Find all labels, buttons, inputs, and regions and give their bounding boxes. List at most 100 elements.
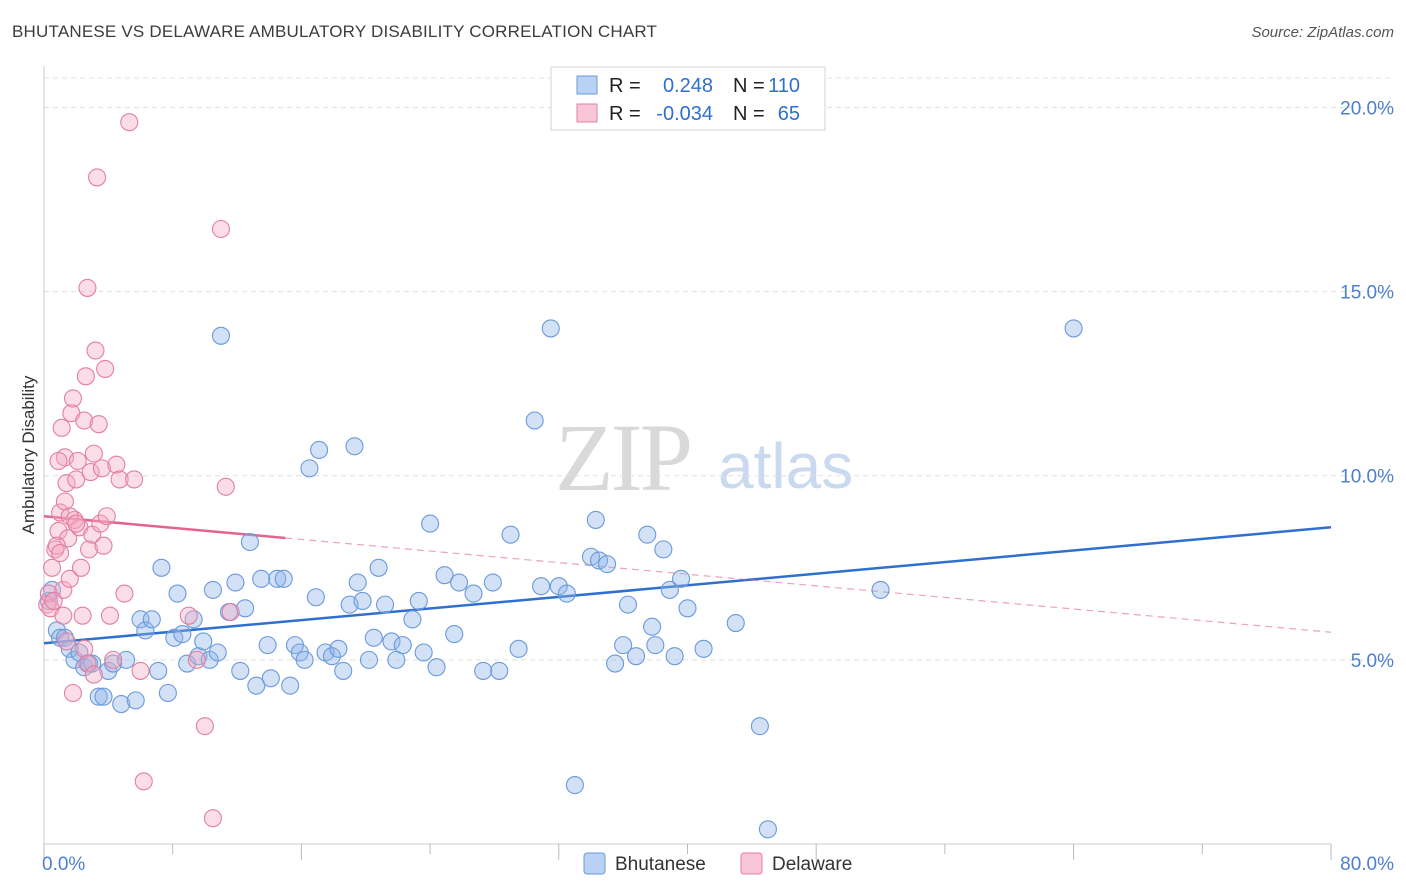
data-point — [194, 632, 213, 651]
data-point — [49, 451, 68, 471]
data-point — [541, 319, 560, 338]
data-point — [179, 606, 198, 625]
data-point — [92, 459, 111, 478]
data-point — [42, 558, 62, 577]
y-tick-label: 5.0% — [1351, 651, 1394, 672]
source-credit: Source: ZipAtlas.com — [1251, 24, 1394, 41]
data-point — [474, 661, 493, 680]
data-point — [409, 591, 428, 610]
data-point — [89, 687, 108, 706]
data-point — [73, 606, 92, 625]
data-point — [236, 599, 255, 618]
legend-n-value-1: 110 — [768, 75, 800, 97]
data-point — [89, 415, 108, 434]
watermark-atlas: atlas — [718, 430, 853, 502]
data-point — [450, 573, 469, 592]
data-point — [55, 492, 74, 511]
data-point — [211, 219, 231, 239]
axes — [43, 66, 1332, 860]
data-point — [203, 580, 222, 599]
data-point — [60, 569, 79, 588]
data-point — [84, 665, 103, 684]
data-point — [871, 580, 890, 599]
data-point — [247, 676, 266, 695]
x-tick-min: 0.0% — [42, 854, 85, 875]
data-point — [501, 525, 520, 544]
data-point — [509, 639, 528, 658]
series-legend: Bhutanese Delaware — [583, 852, 852, 875]
data-point — [678, 599, 697, 618]
data-point — [88, 168, 107, 187]
data-point — [67, 514, 86, 533]
data-point — [67, 470, 86, 489]
data-point — [490, 661, 509, 680]
data-point — [79, 540, 99, 559]
data-point — [643, 617, 662, 636]
data-point — [120, 113, 139, 132]
data-point — [208, 643, 227, 662]
gridlines — [44, 77, 1391, 661]
legend-n-label-1: N = — [733, 75, 765, 97]
data-point — [268, 569, 287, 588]
data-point — [49, 521, 68, 541]
data-point — [376, 595, 395, 614]
data-point — [329, 639, 348, 658]
data-point — [59, 529, 78, 548]
data-point — [57, 474, 76, 493]
legend-r-value-1: 0.248 — [663, 75, 713, 97]
bottom-legend-label-bhutanese: Bhutanese — [615, 854, 706, 875]
data-point — [173, 625, 192, 644]
data-point — [203, 809, 222, 828]
data-point — [94, 687, 113, 706]
data-point — [364, 628, 383, 647]
data-point — [71, 558, 91, 577]
data-point — [427, 658, 446, 677]
data-point — [445, 625, 464, 644]
data-point — [586, 510, 605, 529]
data-point — [435, 566, 454, 585]
x-tick-max: 80.0% — [1340, 854, 1394, 875]
data-point — [606, 654, 625, 673]
legend-n-value-2: 65 — [778, 103, 800, 125]
data-point — [168, 584, 187, 603]
data-point — [104, 650, 123, 669]
data-point — [216, 477, 235, 496]
data-point — [86, 341, 105, 360]
data-point — [110, 470, 129, 489]
data-point — [295, 650, 314, 669]
data-point — [252, 569, 271, 588]
data-point — [638, 525, 657, 544]
data-point — [136, 621, 155, 640]
data-point — [525, 411, 544, 430]
data-point — [57, 632, 76, 651]
data-point — [94, 536, 113, 555]
data-point — [565, 776, 584, 795]
data-point — [68, 451, 87, 471]
data-point — [258, 636, 277, 655]
y-tick-label: 10.0% — [1340, 467, 1394, 488]
legend-r-value-2: -0.034 — [656, 103, 713, 125]
data-point — [75, 411, 94, 430]
data-point — [54, 606, 73, 625]
data-point — [261, 669, 280, 688]
data-point — [414, 643, 433, 662]
stats-legend: R = 0.248 N = 110 R = -0.034 N = 65 — [550, 66, 826, 131]
data-point — [240, 532, 259, 552]
data-point — [142, 610, 161, 629]
data-point — [226, 573, 245, 592]
data-point — [221, 602, 240, 622]
legend-swatch-bhutanese — [576, 75, 598, 95]
data-point — [126, 691, 145, 710]
data-point — [134, 772, 153, 791]
trend-line-solid — [43, 526, 1332, 645]
data-point — [97, 507, 116, 526]
data-point — [464, 584, 483, 603]
legend-swatch-delaware — [576, 103, 598, 123]
data-point — [44, 591, 63, 610]
bottom-legend-swatch-delaware — [740, 852, 763, 875]
data-point — [532, 577, 551, 596]
data-point — [483, 573, 502, 592]
data-point — [76, 367, 95, 386]
data-point — [125, 470, 144, 489]
y-tick-label: 15.0% — [1340, 283, 1394, 304]
